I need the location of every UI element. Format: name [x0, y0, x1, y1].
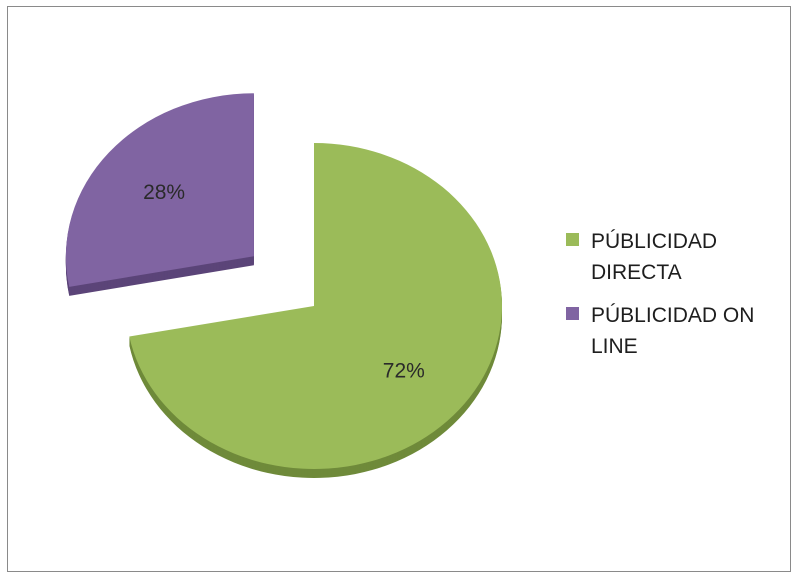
legend-label-publicidad-directa: PÚBLICIDAD DIRECTA [591, 230, 718, 284]
legend-item-publicidad-on-line: PÚBLICIDAD ON LINE [566, 300, 788, 362]
data-labels: 72% 28% [143, 181, 425, 383]
legend-label-publicidad-on-line: PÚBLICIDAD ON LINE [591, 304, 755, 358]
data-label-publicidad-on-line: 28% [143, 181, 185, 204]
legend-item-publicidad-directa: PÚBLICIDAD DIRECTA [566, 226, 788, 288]
legend: PÚBLICIDAD DIRECTA PÚBLICIDAD ON LINE [566, 226, 788, 374]
pie-slices [65, 93, 502, 479]
data-label-publicidad-directa: 72% [383, 359, 425, 382]
legend-swatch-publicidad-on-line [566, 307, 579, 320]
pie-slice-publicidad-on-line [65, 93, 254, 287]
pie-slice-publicidad-directa [129, 143, 502, 469]
legend-swatch-publicidad-directa [566, 233, 579, 246]
